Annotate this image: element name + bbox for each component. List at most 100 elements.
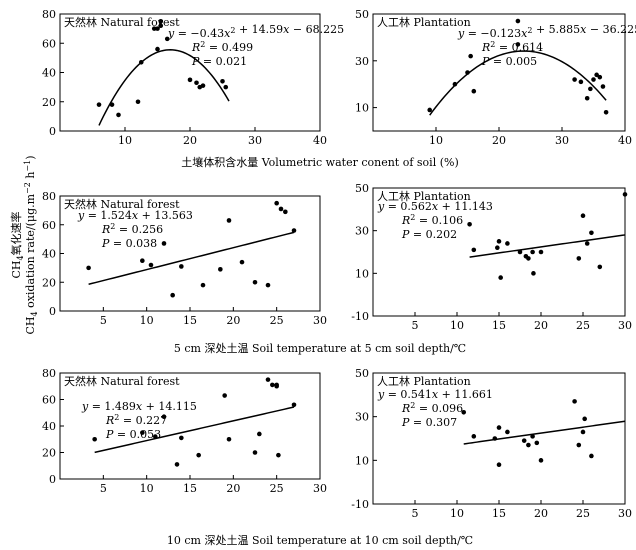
p-value: P = 0.053 xyxy=(105,428,161,441)
panel-title: 人工林 Plantation xyxy=(377,374,471,388)
x-axis-title-row2: 5 cm 深处土温 Soil temperature at 5 cm soil … xyxy=(174,342,466,355)
data-point xyxy=(622,192,628,197)
x-tick-label: 10 xyxy=(118,134,132,147)
data-point xyxy=(591,77,596,82)
x-tick-label: 20 xyxy=(534,507,548,520)
x-tick-label: 15 xyxy=(492,319,506,332)
data-point xyxy=(96,102,102,107)
fit-equation: y = 0.562x + 11.143 xyxy=(377,200,493,213)
data-point xyxy=(252,450,258,455)
data-point xyxy=(603,109,609,115)
data-point xyxy=(226,436,232,442)
data-point xyxy=(589,230,594,236)
data-point xyxy=(580,213,586,219)
y-tick-label: -10 xyxy=(351,310,369,323)
data-point xyxy=(116,112,121,118)
x-tick-label: 40 xyxy=(313,134,327,147)
x-tick-label: 5 xyxy=(412,507,419,520)
data-point xyxy=(496,239,502,244)
data-point xyxy=(471,88,477,94)
x-tick-label: 40 xyxy=(618,134,632,147)
p-value: P = 0.307 xyxy=(401,416,457,429)
data-point xyxy=(597,264,603,270)
fit-equation: y = 1.489x + 14.115 xyxy=(81,400,197,413)
x-tick-label: 25 xyxy=(270,314,284,327)
fit-line xyxy=(98,49,230,126)
y-tick-label: 10 xyxy=(355,102,369,115)
data-point xyxy=(179,435,184,441)
data-point xyxy=(530,434,535,439)
data-point xyxy=(283,209,288,215)
data-point xyxy=(580,429,586,435)
chart-panel-natural-forest-temp-10cm: 0 20 40 60 80 5 10 15 20 25 30 天然林 Natural forest y … xyxy=(42,367,327,495)
data-point xyxy=(179,264,184,269)
x-tick-label: 30 xyxy=(248,134,262,147)
panel-title: 天然林 Natural forest xyxy=(64,15,180,29)
y-tick-label: 50 xyxy=(355,8,369,21)
data-point xyxy=(265,282,271,288)
y-axis-title-line2: CH4 oxidation rate/(μg.m−2 h−1) xyxy=(23,155,39,334)
data-point xyxy=(86,265,91,271)
data-point xyxy=(495,245,500,251)
data-point xyxy=(576,442,582,448)
data-point xyxy=(164,36,170,42)
x-axis-title-row1: 土壤体积含水量 Volumetric water conent of soil … xyxy=(181,155,459,169)
data-point xyxy=(584,95,590,101)
data-point xyxy=(274,200,279,206)
fit-line xyxy=(463,420,626,445)
x-tick-label: 30 xyxy=(618,319,632,332)
y-tick-label: 80 xyxy=(42,190,56,203)
data-point xyxy=(597,74,603,80)
p-value: P = 0.021 xyxy=(191,55,247,68)
data-point xyxy=(170,292,175,298)
data-point xyxy=(600,84,606,89)
data-point xyxy=(196,452,201,458)
data-point xyxy=(515,42,521,47)
data-point xyxy=(92,436,97,442)
x-tick-label: 15 xyxy=(183,482,197,495)
x-tick-label: 20 xyxy=(226,482,240,495)
chart-panel-natural-forest-temp-5cm: 0 20 40 60 80 5 10 15 20 25 30 天然林 Natural foresty … xyxy=(42,190,327,327)
data-point xyxy=(151,26,157,31)
x-tick-label: 25 xyxy=(270,482,284,495)
y-tick-label: 30 xyxy=(355,225,369,238)
data-point xyxy=(588,86,593,92)
x-tick-label: 15 xyxy=(492,507,506,520)
data-point xyxy=(200,83,206,88)
x-tick-label: 20 xyxy=(226,314,240,327)
y-tick-label: 40 xyxy=(42,67,56,80)
data-point xyxy=(589,453,594,459)
y-tick-label: 30 xyxy=(355,411,369,424)
fit-line xyxy=(94,406,295,454)
data-point xyxy=(239,259,245,265)
r-squared: R2 = 0.227 xyxy=(105,413,167,427)
y-tick-label: 60 xyxy=(42,37,56,50)
data-point xyxy=(521,438,527,443)
r-squared: R2 = 0.256 xyxy=(101,222,163,236)
data-point xyxy=(265,377,271,382)
y-tick-label: 10 xyxy=(355,454,369,467)
y-tick-label: 40 xyxy=(42,248,56,261)
data-point xyxy=(226,218,232,223)
data-point xyxy=(291,402,297,408)
x-tick-label: 10 xyxy=(140,482,154,495)
data-point xyxy=(576,256,582,261)
y-tick-label: -10 xyxy=(351,498,369,511)
fit-equation: y = −0.123x2 + 5.885x − 36.225 xyxy=(457,23,636,40)
data-point xyxy=(515,18,521,24)
data-point xyxy=(452,81,458,87)
fit-equation: y = 1.524x + 13.563 xyxy=(77,209,193,222)
p-value: P = 0.038 xyxy=(101,237,157,250)
x-tick-label: 20 xyxy=(183,134,197,147)
data-point xyxy=(538,249,544,255)
y-tick-label: 60 xyxy=(42,394,56,407)
data-point xyxy=(538,458,544,463)
p-value: P = 0.202 xyxy=(401,228,457,241)
y-tick-label: 30 xyxy=(355,55,369,68)
panel-title: 人工林 Plantation xyxy=(377,15,471,29)
data-point xyxy=(505,429,510,435)
p-value: P = 0.005 xyxy=(481,55,537,68)
x-tick-label: 30 xyxy=(555,134,569,147)
